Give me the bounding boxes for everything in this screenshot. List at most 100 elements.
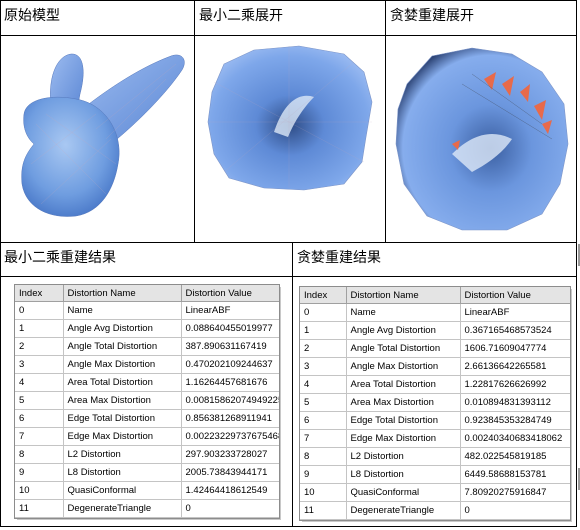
cell-distortion-value: 2005.73843944171 bbox=[181, 463, 279, 482]
cell-distortion-value: 297.903233728027 bbox=[181, 445, 279, 464]
column-header-distortion-value[interactable]: Distortion Value bbox=[460, 287, 570, 304]
least-squares-unfold-image bbox=[207, 45, 373, 191]
cell-index: 3 bbox=[15, 355, 64, 374]
cell-distortion-value: 6449.58688153781 bbox=[460, 465, 570, 484]
cell-distortion-name: Angle Total Distortion bbox=[63, 337, 182, 356]
cell-distortion-name: Edge Total Distortion bbox=[346, 411, 461, 430]
column-header-distortion-name[interactable]: Distortion Name bbox=[346, 287, 461, 304]
table-row[interactable]: 10 QuasiConformal 1.42464418612549 bbox=[15, 481, 279, 500]
panel-original-title: 原始模型 bbox=[4, 8, 60, 24]
cell-distortion-value: 482.022545819185 bbox=[460, 447, 570, 466]
table-row[interactable]: 5 Area Max Distortion 0.010894831393112 bbox=[300, 393, 570, 412]
cell-distortion-name: Angle Avg Distortion bbox=[63, 319, 182, 338]
cell-distortion-name: QuasiConformal bbox=[346, 483, 461, 502]
cell-distortion-value: 2.66136642265581 bbox=[460, 357, 570, 376]
cell-index: 7 bbox=[15, 427, 64, 446]
panel-greedy-title: 贪婪重建展开 bbox=[390, 8, 474, 24]
cell-index: 8 bbox=[15, 445, 64, 464]
panel-least-squares-title: 最小二乘展开 bbox=[199, 8, 283, 24]
least-squares-table: Index Distortion Name Distortion Value 0… bbox=[15, 285, 279, 518]
table-row[interactable]: 2 Angle Total Distortion 387.890631167419 bbox=[15, 337, 279, 356]
cell-distortion-name: Name bbox=[346, 303, 461, 322]
cell-index: 9 bbox=[300, 465, 347, 484]
cell-distortion-name: QuasiConformal bbox=[63, 481, 182, 500]
table-row[interactable]: 8 L2 Distortion 297.903233728027 bbox=[15, 445, 279, 464]
right-edge-mark bbox=[578, 244, 580, 266]
cell-index: 6 bbox=[300, 411, 347, 430]
table-row[interactable]: 3 Angle Max Distortion 0.470202109244637 bbox=[15, 355, 279, 374]
cell-distortion-name: Angle Max Distortion bbox=[63, 355, 182, 374]
panel-greedy-header: 贪婪重建展开 bbox=[386, 0, 577, 35]
cell-distortion-name: Edge Total Distortion bbox=[63, 409, 182, 428]
cell-distortion-value: LinearABF bbox=[181, 301, 279, 320]
cell-distortion-value: 1606.71609047774 bbox=[460, 339, 570, 358]
cell-index: 0 bbox=[300, 303, 347, 322]
cell-distortion-value: 1.42464418612549 bbox=[181, 481, 279, 500]
cell-distortion-value: 0.00240340683418062 bbox=[460, 429, 570, 448]
table-row[interactable]: 5 Area Max Distortion 0.00815862074949225 bbox=[15, 391, 279, 410]
cell-distortion-name: L2 Distortion bbox=[63, 445, 182, 464]
cell-index: 1 bbox=[15, 319, 64, 338]
cell-index: 9 bbox=[15, 463, 64, 482]
least-squares-results-title: 最小二乘重建结果 bbox=[4, 250, 116, 266]
table-row[interactable]: 11 DegenerateTriangle 0 bbox=[15, 499, 279, 518]
table-row[interactable]: 0 Name LinearABF bbox=[300, 303, 570, 322]
cell-distortion-name: L8 Distortion bbox=[346, 465, 461, 484]
table-row[interactable]: 1 Angle Avg Distortion 0.367165468573524 bbox=[300, 321, 570, 340]
least-squares-results-header: 最小二乘重建结果 bbox=[0, 243, 292, 276]
cell-distortion-value: 387.890631167419 bbox=[181, 337, 279, 356]
cell-index: 3 bbox=[300, 357, 347, 376]
cell-distortion-name: Name bbox=[63, 301, 182, 320]
cell-distortion-value: 0.923845353284749 bbox=[460, 411, 570, 430]
cell-index: 10 bbox=[15, 481, 64, 500]
table-row[interactable]: 7 Edge Max Distortion 0.00240340683418062 bbox=[300, 429, 570, 448]
cell-distortion-name: Area Max Distortion bbox=[63, 391, 182, 410]
cell-index: 7 bbox=[300, 429, 347, 448]
results-divider bbox=[292, 242, 293, 527]
table-row[interactable]: 9 L8 Distortion 2005.73843944171 bbox=[15, 463, 279, 482]
table-row[interactable]: 0 Name LinearABF bbox=[15, 301, 279, 320]
table-row[interactable]: 6 Edge Total Distortion 0.856381268911941 bbox=[15, 409, 279, 428]
cell-index: 11 bbox=[300, 501, 347, 520]
table-row[interactable]: 2 Angle Total Distortion 1606.71609047774 bbox=[300, 339, 570, 358]
cell-distortion-value: 0 bbox=[181, 499, 279, 518]
cell-index: 5 bbox=[300, 393, 347, 412]
table-row[interactable]: 4 Area Total Distortion 1.16264457681676 bbox=[15, 373, 279, 392]
cell-distortion-value: LinearABF bbox=[460, 303, 570, 322]
table-row[interactable]: 1 Angle Avg Distortion 0.088640455019977 bbox=[15, 319, 279, 338]
divider-1 bbox=[194, 0, 195, 242]
cell-index: 2 bbox=[15, 337, 64, 356]
cell-distortion-value: 0.470202109244637 bbox=[181, 355, 279, 374]
table-row[interactable]: 6 Edge Total Distortion 0.923845353284749 bbox=[300, 411, 570, 430]
original-model-image bbox=[21, 53, 185, 217]
cell-distortion-name: Area Max Distortion bbox=[346, 393, 461, 412]
column-header-distortion-name[interactable]: Distortion Name bbox=[63, 285, 182, 302]
cell-index: 6 bbox=[15, 409, 64, 428]
table-row[interactable]: 8 L2 Distortion 482.022545819185 bbox=[300, 447, 570, 466]
cell-distortion-value: 0.00223229737675468 bbox=[181, 427, 279, 446]
column-header-distortion-value[interactable]: Distortion Value bbox=[181, 285, 279, 302]
cell-distortion-value: 0 bbox=[460, 501, 570, 520]
column-header-index[interactable]: Index bbox=[15, 285, 64, 302]
cell-index: 4 bbox=[300, 375, 347, 394]
column-header-index[interactable]: Index bbox=[300, 287, 347, 304]
results-header-divider bbox=[0, 276, 577, 277]
table-row[interactable]: 11 DegenerateTriangle 0 bbox=[300, 501, 570, 520]
least-squares-table-panel: Index Distortion Name Distortion Value 0… bbox=[14, 284, 280, 519]
cell-distortion-value: 1.22817626626992 bbox=[460, 375, 570, 394]
cell-distortion-value: 0.367165468573524 bbox=[460, 321, 570, 340]
cell-distortion-name: DegenerateTriangle bbox=[63, 499, 182, 518]
table-row[interactable]: 4 Area Total Distortion 1.22817626626992 bbox=[300, 375, 570, 394]
table-row[interactable]: 9 L8 Distortion 6449.58688153781 bbox=[300, 465, 570, 484]
table-row[interactable]: 7 Edge Max Distortion 0.00223229737675468 bbox=[15, 427, 279, 446]
table-row[interactable]: 10 QuasiConformal 7.80920275916847 bbox=[300, 483, 570, 502]
cell-distortion-name: Edge Max Distortion bbox=[346, 429, 461, 448]
cell-distortion-value: 0.088640455019977 bbox=[181, 319, 279, 338]
right-edge-mark bbox=[578, 468, 580, 490]
panel-original-header: 原始模型 bbox=[0, 0, 194, 35]
cell-distortion-name: Angle Max Distortion bbox=[346, 357, 461, 376]
cell-distortion-name: Edge Max Distortion bbox=[63, 427, 182, 446]
panel-least-squares-header: 最小二乘展开 bbox=[195, 0, 385, 35]
section-divider bbox=[0, 242, 577, 243]
table-row[interactable]: 3 Angle Max Distortion 2.66136642265581 bbox=[300, 357, 570, 376]
